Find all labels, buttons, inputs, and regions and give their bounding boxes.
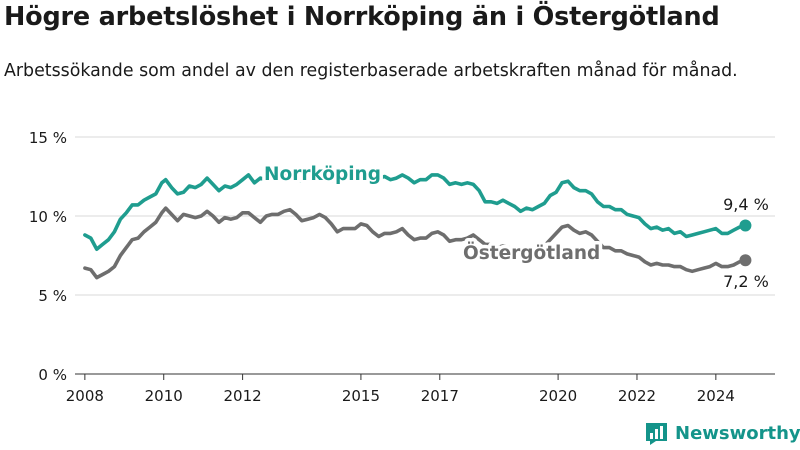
grid-lines — [75, 136, 775, 375]
x-tick-label: 2022 — [618, 387, 656, 405]
x-tick-label: 2015 — [342, 387, 380, 405]
chart-title: Högre arbetslöshet i Norrköping än i Öst… — [4, 2, 720, 32]
end-point-norrkoping — [739, 219, 752, 232]
x-tick-label: 2020 — [539, 387, 577, 405]
series-line-ostergotland — [83, 206, 748, 280]
x-tick-label: 2010 — [145, 387, 183, 405]
y-tick-label: 10 % — [29, 208, 67, 226]
brand-name: Newsworthy — [675, 422, 800, 444]
x-axis-ticks: 2008 2010 2012 2015 2017 2020 2022 2024 — [66, 374, 735, 405]
series-name-ostergotland: Östergötland — [463, 242, 600, 264]
y-axis-ticks: 0 % 5 % 10 % 15 % — [29, 129, 67, 384]
end-value-label-norrkoping: 9,4 % — [723, 195, 769, 214]
series-line-norrkoping — [83, 168, 748, 251]
y-tick-label: 0 % — [38, 366, 67, 384]
x-tick-label: 2012 — [224, 387, 262, 405]
series-labels: Norrköping 9,4 % Östergötland 7,2 % — [261, 161, 772, 294]
chart-subtitle: Arbetssökande som andel av den registerb… — [4, 61, 738, 81]
end-point-ostergotland — [739, 254, 752, 267]
x-tick-label: 2024 — [697, 387, 735, 405]
x-tick-label: 2017 — [421, 387, 459, 405]
newsworthy-logo[interactable]: Newsworthy — [644, 419, 800, 447]
y-tick-label: 15 % — [29, 129, 67, 147]
newsworthy-logo-icon — [646, 422, 667, 445]
end-value-label-ostergotland: 7,2 % — [723, 272, 769, 291]
y-tick-label: 5 % — [38, 287, 67, 305]
series-name-norrkoping: Norrköping — [264, 164, 381, 185]
x-tick-label: 2008 — [66, 387, 104, 405]
series-lines — [83, 168, 752, 280]
